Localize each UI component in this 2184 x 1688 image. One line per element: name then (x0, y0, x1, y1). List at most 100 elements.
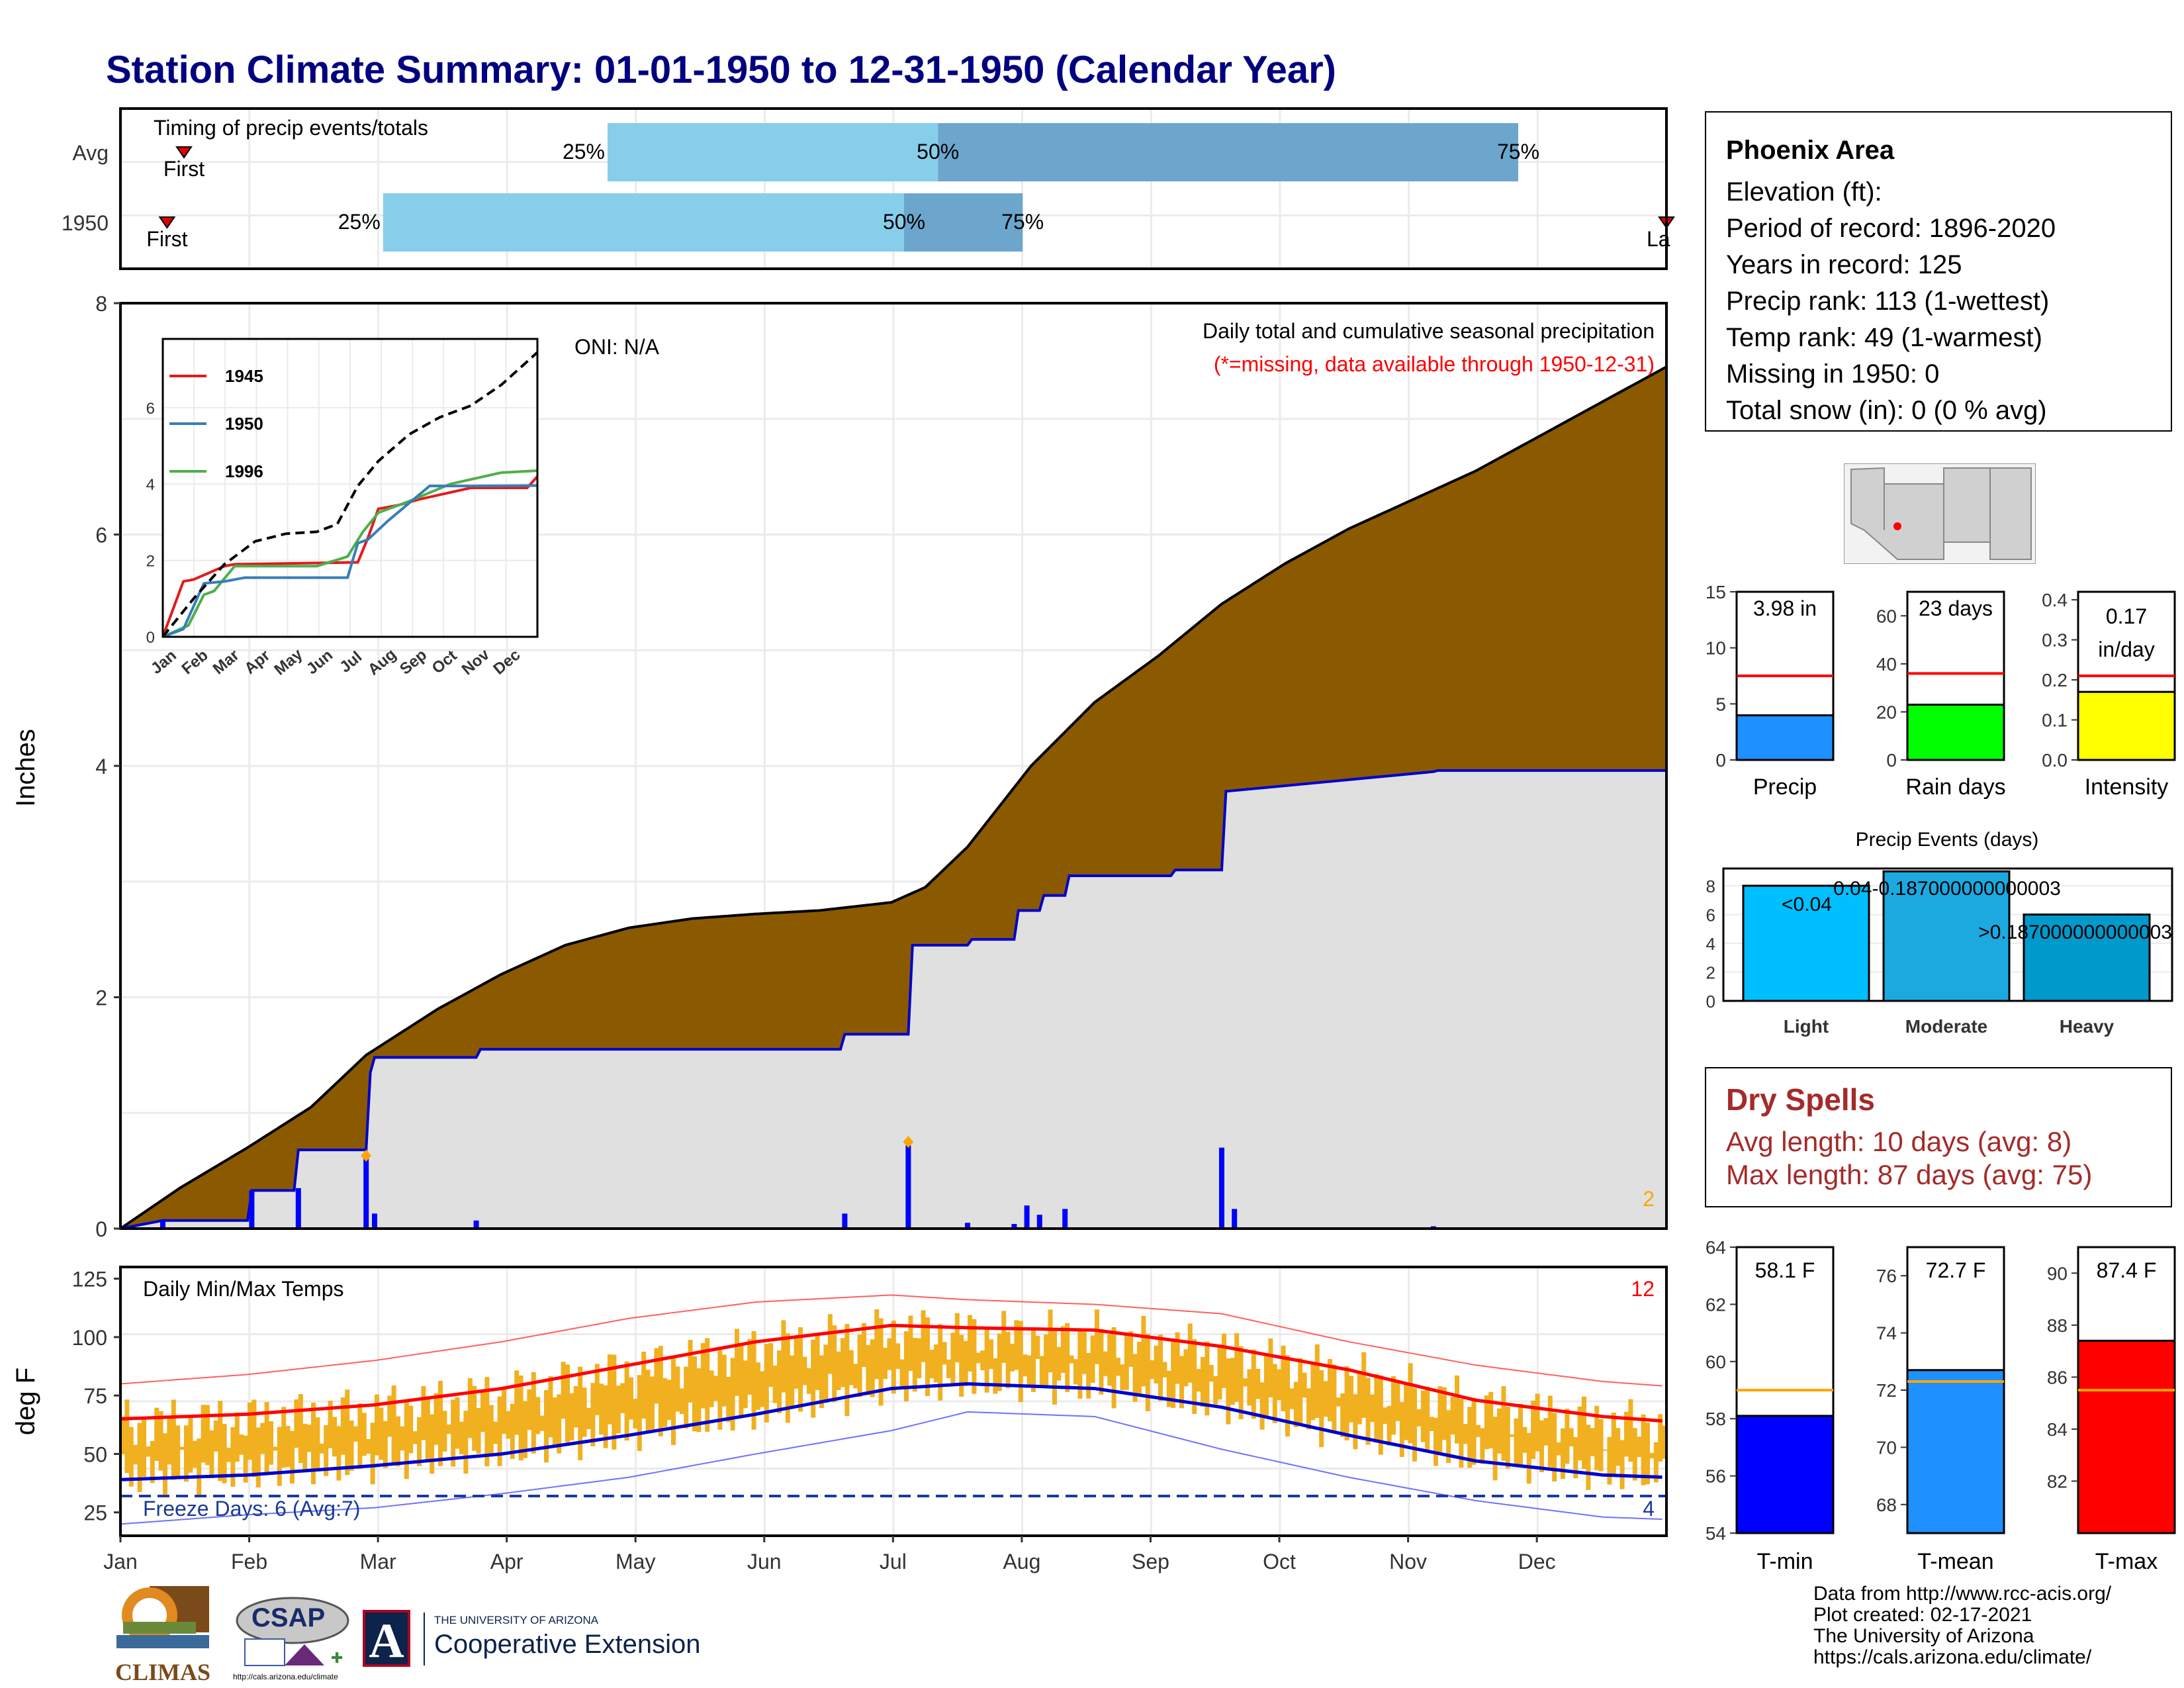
timing-first-marker (175, 146, 193, 159)
credit-date: Plot created: 02-17-2021 (1813, 1604, 2032, 1626)
daily-temp-range (1175, 1332, 1180, 1384)
precip-summary-ytick-label: 10 (1706, 638, 1726, 659)
daily-temp-range (518, 1375, 523, 1461)
daily-temp-range (874, 1309, 880, 1380)
daily-precip-bar (1219, 1147, 1224, 1229)
daily-temp-range (1383, 1407, 1388, 1424)
daily-temp-range (925, 1317, 930, 1397)
daily-precip-bar (295, 1188, 301, 1229)
daily-temp-range (1124, 1334, 1129, 1390)
inset-1945-line (161, 475, 539, 637)
daily-temp-range (1010, 1343, 1015, 1372)
daily-temp-range (472, 1385, 477, 1451)
daily-temp-range (1179, 1356, 1184, 1409)
daily-temp-range (1463, 1424, 1468, 1444)
daily-temp-range (582, 1387, 587, 1437)
intensity-summary-ytick-label: 0.3 (2042, 630, 2068, 651)
daily-temp-range (1408, 1363, 1413, 1444)
daily-temp-range (421, 1385, 426, 1440)
daily-temp-range (1150, 1360, 1155, 1380)
intensity-summary-value: 0.17 (2106, 604, 2147, 628)
daily-temp-range (535, 1397, 541, 1434)
daily-temp-range (205, 1405, 210, 1466)
daily-temp-range (544, 1390, 549, 1463)
daily-temp-range (615, 1385, 621, 1434)
daily-temp-range (933, 1344, 938, 1383)
daily-temp-range (1031, 1329, 1036, 1392)
timing-p25-label: 25% (563, 140, 605, 164)
tmean-summary-bar (1906, 1369, 2005, 1534)
tmean-summary-value: 72.7 F (1926, 1258, 1986, 1282)
raindays-summary-ytick-label: 20 (1876, 702, 1897, 722)
daily-temp-range (1081, 1331, 1087, 1374)
daily-precip-bar (249, 1190, 255, 1229)
daily-temp-range (1476, 1425, 1480, 1437)
daily-temp-range (361, 1413, 367, 1456)
daily-temp-range (425, 1396, 430, 1461)
daily-temp-range (273, 1446, 278, 1451)
daily-temp-range (1099, 1329, 1104, 1395)
daily-temp-range (1065, 1323, 1070, 1392)
daily-temp-range (891, 1320, 896, 1394)
intensity-summary-ytick-label: 0.0 (2042, 750, 2068, 771)
daily-temp-range (1314, 1344, 1320, 1419)
daily-temp-range (692, 1356, 697, 1432)
daily-temp-range (1505, 1406, 1510, 1469)
daily-temp-range (548, 1376, 553, 1438)
daily-temp-range (1607, 1436, 1612, 1485)
daily-temp-range (319, 1443, 324, 1454)
daily-temp-range (1590, 1428, 1595, 1456)
precip-events-ytick-label: 6 (1706, 906, 1715, 925)
daily-temp-range (167, 1418, 172, 1465)
daily-temp-range (539, 1415, 545, 1431)
info-elevation: Elevation (ft): (1726, 177, 1882, 207)
main-ytick-label: 6 (95, 524, 107, 547)
daily-temp-range (396, 1416, 400, 1467)
daily-temp-range (785, 1333, 790, 1423)
timing-row-label: Avg (72, 141, 109, 165)
daily-temp-range (1497, 1408, 1502, 1454)
intensity-summary-ytick-label: 0.2 (2042, 670, 2068, 690)
daily-temp-range (391, 1385, 396, 1465)
daily-temp-range (989, 1339, 993, 1370)
daily-precip-bar (905, 1145, 911, 1229)
daily-temp-range (446, 1424, 451, 1434)
daily-temp-range (1166, 1370, 1171, 1407)
daily-temp-range (844, 1324, 850, 1417)
daily-precip-bar (842, 1213, 848, 1229)
temp-ylabel: deg F (11, 1368, 40, 1435)
credit-university: The University of Arizona (1813, 1625, 2034, 1647)
credit-url: https://cals.arizona.edu/climate/ (1813, 1646, 2092, 1668)
daily-temp-range (1247, 1369, 1252, 1406)
daily-temp-range (802, 1356, 807, 1385)
month-label: Apr (490, 1550, 523, 1573)
daily-precip-bar (965, 1223, 970, 1229)
tmax-summary-value: 87.4 F (2097, 1258, 2157, 1282)
daily-temp-range (281, 1407, 287, 1468)
tmean-summary-ytick-label: 72 (1876, 1380, 1897, 1401)
daily-temp-range (1077, 1330, 1083, 1399)
info-missing: Missing in 1950: 0 (1726, 359, 1940, 389)
station-name: Phoenix Area (1726, 136, 1895, 165)
daily-temp-range (1518, 1403, 1523, 1466)
page-title: Station Climate Summary: 01-01-1950 to 1… (106, 48, 1336, 91)
daily-temp-range (993, 1358, 998, 1394)
daily-temp-range (972, 1319, 977, 1394)
daily-temp-range (1628, 1399, 1633, 1462)
daily-temp-range (1340, 1393, 1345, 1437)
precip-events-bar (2023, 914, 2151, 1002)
daily-temp-range (1641, 1414, 1646, 1485)
daily-temp-range (349, 1420, 354, 1471)
daily-temp-range (946, 1359, 951, 1378)
timing-p75-label: 75% (1001, 210, 1044, 234)
daily-temp-range (1455, 1375, 1459, 1444)
daily-temp-range (1526, 1432, 1531, 1484)
daily-temp-range (1344, 1366, 1349, 1440)
daily-temp-range (345, 1389, 350, 1476)
daily-temp-range (586, 1407, 591, 1429)
daily-temp-range (1272, 1364, 1277, 1423)
daily-temp-range (197, 1438, 202, 1495)
daily-temp-range (1302, 1372, 1307, 1398)
daily-temp-range (277, 1427, 282, 1486)
precip-summary-label: Precip (1753, 774, 1817, 800)
